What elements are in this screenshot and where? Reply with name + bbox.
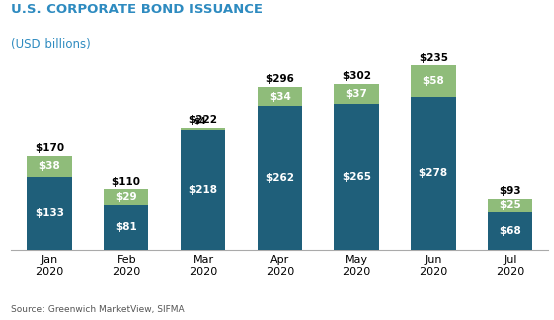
Bar	[181, 130, 225, 250]
Bar	[258, 87, 302, 106]
Text: $34: $34	[269, 92, 291, 101]
Text: $262: $262	[265, 173, 294, 183]
Bar	[334, 84, 379, 104]
Text: $29: $29	[115, 192, 137, 202]
Bar	[104, 205, 148, 250]
Text: $81: $81	[115, 222, 137, 232]
Text: $235: $235	[419, 52, 448, 62]
Text: $4: $4	[193, 116, 206, 126]
Bar	[27, 177, 71, 250]
Bar	[411, 97, 455, 250]
Text: $133: $133	[35, 208, 64, 218]
Text: (USD billions): (USD billions)	[11, 38, 91, 52]
Bar	[488, 212, 532, 250]
Bar	[104, 189, 148, 205]
Text: $93: $93	[499, 186, 521, 196]
Text: $278: $278	[419, 168, 448, 178]
Text: U.S. CORPORATE BOND ISSUANCE: U.S. CORPORATE BOND ISSUANCE	[11, 3, 263, 16]
Text: $37: $37	[346, 89, 367, 99]
Bar	[27, 156, 71, 177]
Bar	[411, 65, 455, 97]
Text: $58: $58	[423, 76, 444, 86]
Text: $68: $68	[499, 226, 521, 236]
Text: $302: $302	[342, 71, 371, 81]
Bar	[181, 128, 225, 130]
Text: $265: $265	[342, 172, 371, 182]
Text: $110: $110	[112, 177, 141, 187]
Text: Source: Greenwich MarketView, SIFMA: Source: Greenwich MarketView, SIFMA	[11, 305, 184, 314]
Bar	[334, 104, 379, 250]
Text: $38: $38	[39, 161, 60, 171]
Text: $25: $25	[499, 200, 521, 211]
Bar	[488, 199, 532, 212]
Text: $296: $296	[265, 75, 294, 84]
Text: $222: $222	[188, 115, 218, 125]
Bar	[258, 106, 302, 250]
Text: $170: $170	[35, 143, 64, 153]
Text: $218: $218	[188, 185, 218, 195]
